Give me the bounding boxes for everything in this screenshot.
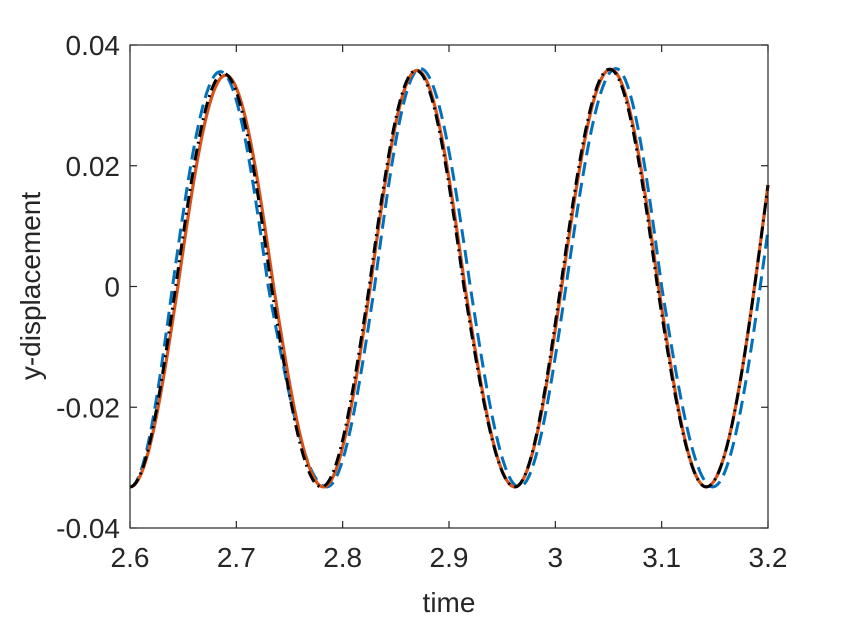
series-line-1-dashed (129, 67, 770, 489)
y-tick-label: -0.02 (56, 392, 120, 423)
x-tick-label: 2.6 (111, 542, 150, 573)
y-tick-label: 0 (104, 272, 120, 303)
x-tick-label: 3.2 (749, 542, 788, 573)
axes-layer: 2.6 2.7 2.8 2.9 3 3.1 3.2 0.04 0.02 0 -0.02 -0.04 (56, 30, 787, 573)
y-tick-label: 0.04 (66, 30, 121, 61)
y-axis-label: y-displacement (15, 192, 46, 381)
x-tick-label: 2.9 (430, 542, 469, 573)
x-tick-label: 2.8 (323, 542, 362, 573)
x-tick-label: 3.1 (642, 542, 681, 573)
x-tick-label: 2.7 (217, 542, 256, 573)
series-line-3-dash-dot (129, 67, 770, 489)
plot-background (130, 45, 768, 528)
y-tick-label: -0.04 (56, 513, 120, 544)
x-tick-label: 3 (548, 542, 564, 573)
y-tick-label: 0.02 (66, 151, 121, 182)
series-layer (129, 67, 770, 489)
x-axis-label: time (423, 587, 476, 618)
